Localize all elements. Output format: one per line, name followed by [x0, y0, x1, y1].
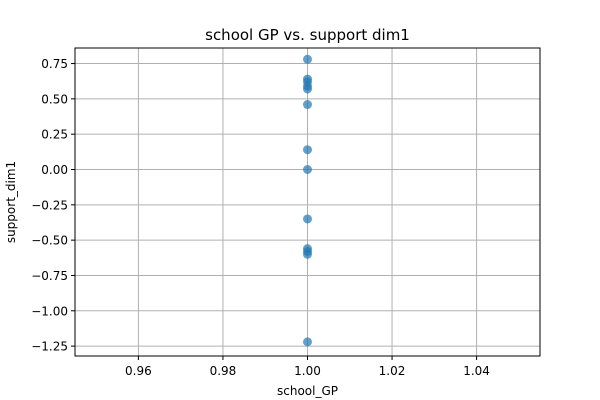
y-tick-label: −1.25: [31, 340, 68, 354]
grid-lines: [75, 48, 540, 356]
data-point: [303, 214, 312, 224]
data-point: [303, 337, 312, 347]
data-point: [303, 84, 312, 94]
x-axis-label: school_GP: [277, 384, 338, 398]
x-axis-ticks: 0.96 0.98 1.00 1.02 1.04: [125, 356, 490, 378]
x-tick-label: 1.04: [463, 364, 490, 378]
y-tick-label: −0.50: [31, 234, 68, 248]
x-tick-label: 1.00: [294, 364, 321, 378]
x-tick-label: 0.98: [210, 364, 237, 378]
y-tick-label: 0.25: [41, 128, 68, 142]
data-points: [303, 54, 312, 347]
y-tick-label: 0.00: [41, 163, 68, 177]
y-tick-label: −1.00: [31, 304, 68, 318]
y-tick-label: 0.50: [41, 92, 68, 106]
data-point: [303, 100, 312, 110]
y-axis-ticks: 0.75 0.50 0.25 0.00 −0.25 −0.50 −0.75 −1.00 −1.2…: [31, 57, 75, 354]
y-tick-label: −0.75: [31, 269, 68, 283]
chart-title: school GP vs. support dim1: [205, 26, 410, 44]
y-tick-label: 0.75: [41, 57, 68, 71]
x-tick-label: 0.96: [125, 364, 152, 378]
data-point: [303, 54, 312, 64]
data-point: [303, 145, 312, 155]
data-point: [303, 165, 312, 175]
y-tick-label: −0.25: [31, 198, 68, 212]
x-tick-label: 1.02: [379, 364, 406, 378]
data-point: [303, 249, 312, 259]
y-axis-label: support_dim1: [4, 161, 18, 243]
